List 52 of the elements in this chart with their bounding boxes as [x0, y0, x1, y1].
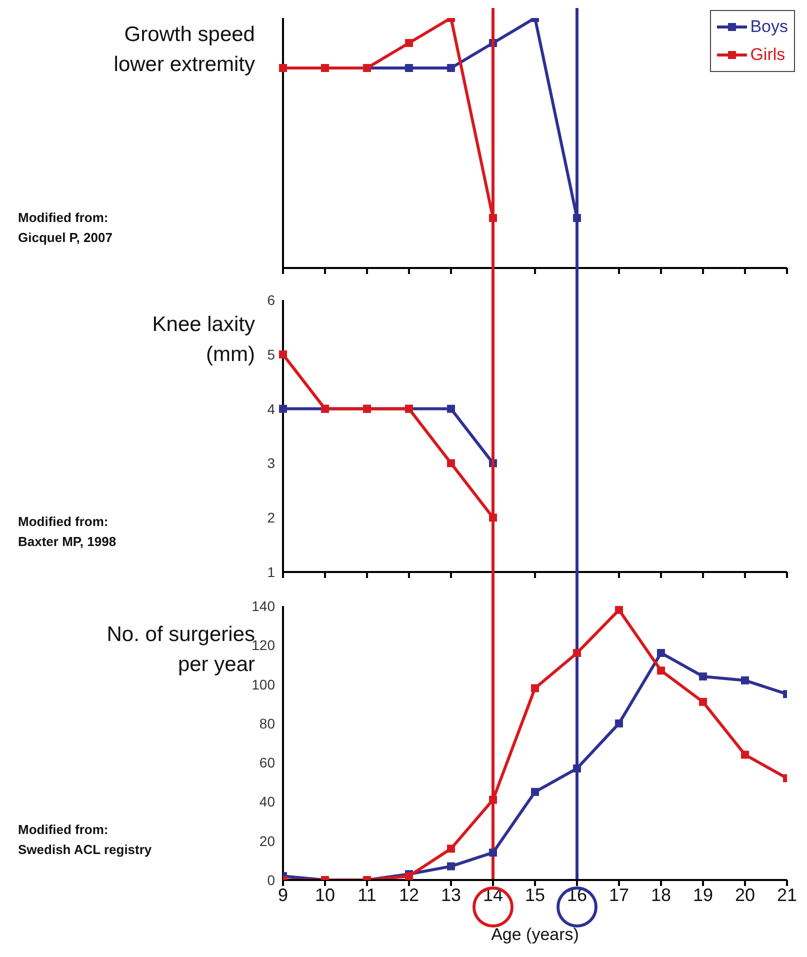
point	[657, 648, 665, 657]
x-tick-label: 10	[314, 884, 336, 905]
point	[657, 666, 665, 675]
y-axis-title: Growth speed lower extremity	[114, 22, 255, 78]
point	[573, 764, 581, 772]
point	[741, 750, 749, 759]
point	[279, 350, 287, 358]
x-tick-label: 19	[692, 884, 714, 905]
y-tick-label: 0	[267, 872, 276, 888]
y-tick-label: 6	[267, 292, 276, 308]
y-tick-label: 4	[267, 400, 276, 417]
point	[279, 404, 287, 413]
y-tick-label: 100	[252, 676, 276, 692]
x-tick-label: 15	[524, 884, 546, 905]
point	[447, 844, 455, 853]
x-tick-label: 13	[440, 884, 462, 905]
point	[615, 606, 623, 614]
point	[531, 684, 539, 692]
x-tick-label: 17	[608, 884, 630, 905]
x-tick-label: 12	[398, 884, 420, 905]
point	[531, 788, 539, 796]
y-tick-label: 5	[267, 346, 276, 362]
point	[489, 796, 497, 804]
x-axis-title: Age (years)	[491, 925, 579, 944]
point	[741, 676, 749, 684]
y-tick-label: 40	[259, 794, 276, 810]
y-tick-label: 1	[267, 564, 276, 580]
point	[699, 672, 707, 680]
y-tick-label: 60	[259, 754, 276, 771]
x-tick-label: 9	[278, 884, 288, 905]
point	[447, 459, 455, 468]
y-tick-label: 2	[267, 510, 276, 526]
text: Modified from: Swedish ACL registry	[18, 821, 152, 859]
text: Modified from: Gicquel P, 2007	[18, 209, 112, 247]
text: Modified from: Baxter MP, 1998	[18, 513, 116, 551]
point	[489, 848, 497, 857]
x-tick-label: 20	[734, 884, 756, 905]
y-axis-title: Knee laxity (mm)	[152, 312, 255, 368]
x-tick-label: 18	[650, 884, 672, 905]
y-tick-label: 20	[259, 832, 276, 849]
point	[447, 404, 455, 413]
y-tick-label: 80	[259, 715, 276, 732]
x-tick-label: 11	[358, 884, 376, 905]
point	[447, 862, 455, 870]
y-tick-label: 3	[267, 455, 276, 472]
point	[699, 698, 707, 706]
x-tick-label: 21	[776, 884, 798, 905]
legend-label: Boys	[750, 16, 788, 38]
point	[615, 719, 623, 728]
y-tick-label: 140	[252, 598, 276, 614]
point	[573, 648, 581, 657]
legend-label: Girls	[750, 44, 786, 66]
